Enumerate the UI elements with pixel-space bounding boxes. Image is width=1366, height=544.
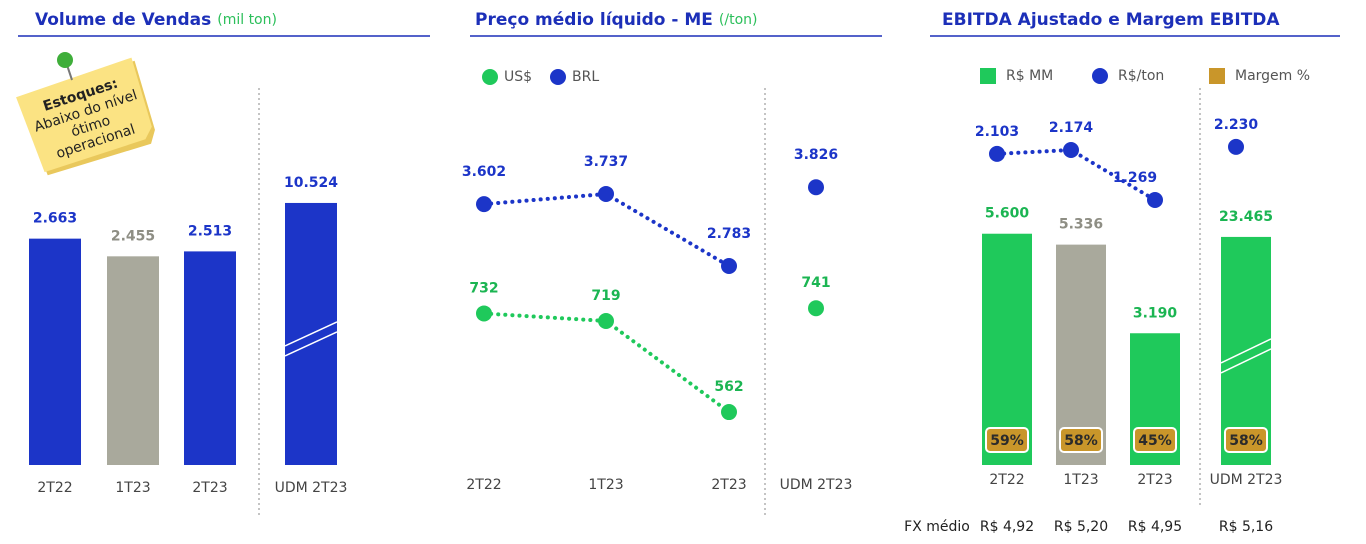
point [808,300,824,317]
value-label: 5.600 [985,206,1030,222]
legend-marker [1092,68,1108,84]
x-tick-label: 1T23 [588,477,623,493]
point [721,257,737,274]
panel-title: Preço médio líquido - ME (/ton) [475,10,758,30]
bar [184,251,236,465]
value-label: 5.336 [1059,217,1103,233]
fx-value: R$ 4,92 [980,519,1034,535]
margin-badge [1059,427,1103,453]
value-label: 732 [469,280,498,296]
value-label: 45% [1138,433,1172,449]
bar [107,256,159,465]
value-label: 3.190 [1133,305,1178,321]
value-label: 2.783 [707,226,751,242]
x-tick-label: UDM 2T23 [275,480,348,496]
chart-title: Preço médio líquido - ME [475,10,713,30]
margin-badge [1224,427,1268,453]
value-label: 23.465 [1219,209,1273,225]
point [476,196,492,213]
chart-subtitle: (/ton) [719,12,758,28]
point [1228,138,1244,155]
point [989,145,1005,162]
fx-value: R$ 4,95 [1128,519,1182,535]
x-tick-label: 2T22 [37,480,72,496]
chart-title: EBITDA Ajustado e Margem EBITDA [942,10,1280,30]
chart-title: Volume de Vendas [35,10,211,30]
value-label: 3.737 [584,154,628,170]
point [598,312,614,329]
value-label: 2.663 [33,211,77,227]
x-tick-label: UDM 2T23 [780,477,853,493]
value-label: 719 [591,288,620,304]
pin-head [57,52,73,68]
x-tick-label: 2T22 [989,472,1024,488]
value-label: 562 [714,379,743,395]
legend-label: US$ [504,69,532,85]
x-tick-label: 2T23 [711,477,746,493]
legend-label: BRL [572,69,599,85]
point [476,305,492,322]
legend-marker [980,68,996,84]
bar [29,238,81,465]
margin-badge [1133,427,1177,453]
legend-label: R$/ton [1118,68,1164,84]
point [1063,141,1079,158]
value-label: 2.455 [111,228,155,244]
value-label: 2.174 [1049,120,1094,136]
value-label: 58% [1064,433,1098,449]
bar [982,233,1032,465]
panel-title: Volume de Vendas (mil ton) [35,10,277,30]
fx-value: R$ 5,16 [1219,519,1273,535]
point [1147,192,1163,209]
value-label: 3.602 [462,164,506,180]
point [721,404,737,421]
fx-label: FX médio [904,519,970,535]
legend-label: Margem % [1235,68,1310,84]
x-tick-label: 2T23 [1137,472,1172,488]
value-label: 3.826 [794,147,838,163]
x-tick-label: 2T23 [192,480,227,496]
sticky-note: Estoques: Abaixo do nível ótimo operacio… [16,57,155,176]
fx-value: R$ 5,20 [1054,519,1108,535]
x-tick-label: 1T23 [1063,472,1098,488]
chart-subtitle: (mil ton) [217,12,277,28]
value-label: 2.103 [975,124,1019,140]
legend-marker [550,69,566,85]
value-label: 10.524 [284,175,338,191]
x-tick-label: 2T22 [466,477,501,493]
x-tick-label: 1T23 [115,480,150,496]
legend-marker [1209,68,1225,84]
x-tick-label: UDM 2T23 [1210,472,1283,488]
note-paper [16,57,152,173]
value-label: 58% [1229,433,1263,449]
axis-break [1220,338,1272,364]
value-label: 1.269 [1113,170,1157,186]
point [808,179,824,196]
point [598,185,614,202]
axis-break [284,331,338,357]
legend-marker [482,69,498,85]
axis-break [284,321,338,347]
value-label: 2.230 [1214,117,1259,133]
axis-break [1220,348,1272,374]
value-label: 2.513 [188,223,232,239]
value-label: 741 [801,275,830,291]
margin-badge [985,427,1029,453]
value-label: 59% [990,433,1024,449]
series-line [482,191,731,268]
legend-label: R$ MM [1006,68,1053,84]
